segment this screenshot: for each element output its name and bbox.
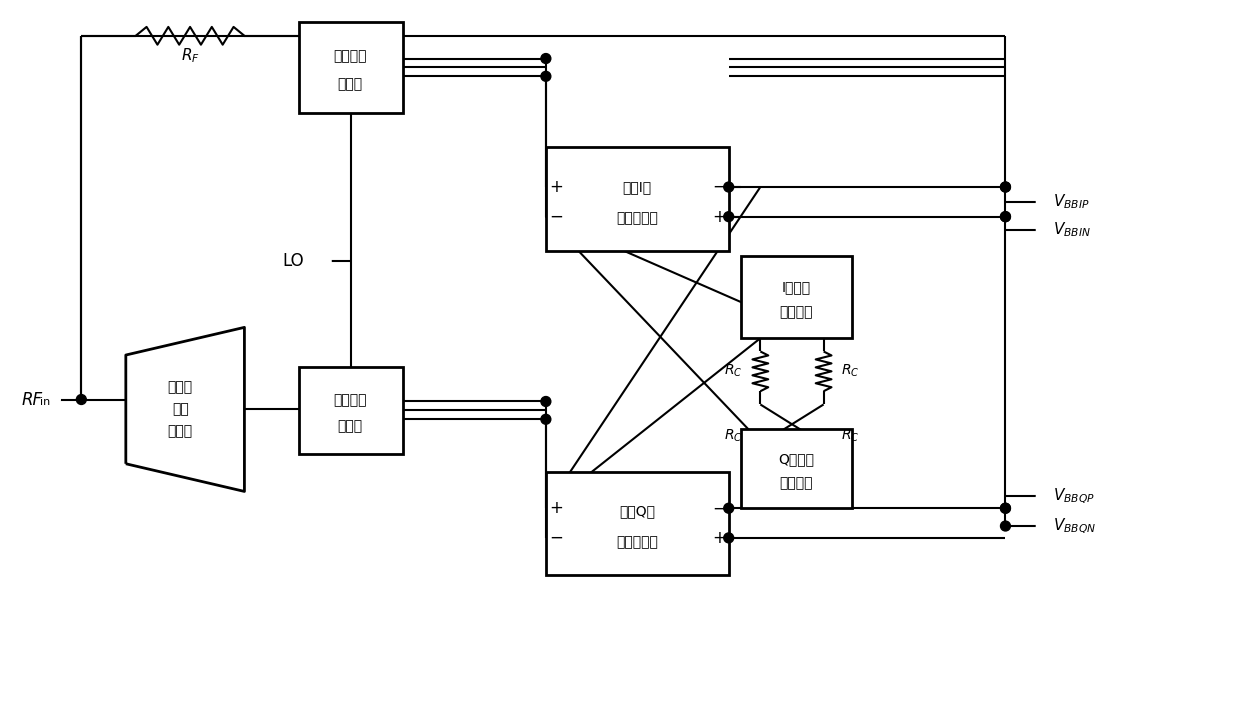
Text: $V_{BBIP}$: $V_{BBIP}$: [1053, 193, 1090, 211]
Text: +: +: [549, 178, 563, 196]
Text: −: −: [712, 178, 725, 196]
Text: $R_C$: $R_C$: [842, 428, 859, 445]
Text: +: +: [712, 208, 725, 226]
Text: $V_{BBQN}$: $V_{BBQN}$: [1053, 516, 1096, 536]
Circle shape: [724, 212, 734, 222]
Circle shape: [50, 395, 60, 405]
Text: 第二无源: 第二无源: [334, 49, 367, 64]
Circle shape: [724, 533, 734, 543]
Text: 低噪声: 低噪声: [167, 381, 192, 395]
Text: 放大器: 放大器: [167, 424, 192, 438]
Text: $R_F$: $R_F$: [181, 47, 200, 65]
Text: 混频器: 混频器: [337, 419, 363, 433]
Circle shape: [1001, 182, 1011, 192]
Text: $V_{BBIN}$: $V_{BBIN}$: [1053, 220, 1091, 239]
Circle shape: [1037, 520, 1049, 532]
Circle shape: [1001, 503, 1011, 513]
Circle shape: [1037, 223, 1049, 236]
Circle shape: [1001, 212, 1011, 222]
Circle shape: [1001, 182, 1011, 192]
Text: 跨导: 跨导: [172, 402, 188, 417]
Text: −: −: [549, 208, 563, 226]
Text: I路双刀: I路双刀: [781, 281, 811, 294]
Text: LO: LO: [281, 252, 304, 270]
Text: Q路双刀: Q路双刀: [777, 453, 813, 466]
Circle shape: [724, 503, 734, 513]
Circle shape: [724, 182, 734, 192]
Bar: [546, 147, 729, 251]
Circle shape: [1037, 196, 1049, 208]
Circle shape: [1001, 503, 1011, 513]
Text: +: +: [549, 499, 563, 517]
Text: $V_{BBQP}$: $V_{BBQP}$: [1053, 487, 1095, 506]
Text: $R_C$: $R_C$: [724, 362, 743, 379]
Circle shape: [77, 395, 87, 405]
Text: 第一无源: 第一无源: [334, 393, 367, 407]
Text: 双掷开关: 双掷开关: [779, 305, 812, 319]
Circle shape: [1037, 490, 1049, 503]
Text: 正交Q路: 正交Q路: [619, 504, 655, 518]
Circle shape: [1001, 212, 1011, 222]
Text: −: −: [712, 499, 725, 517]
Circle shape: [1001, 521, 1011, 531]
Circle shape: [541, 72, 551, 81]
Circle shape: [541, 415, 551, 424]
Text: 跨阻放大器: 跨阻放大器: [616, 536, 657, 549]
Text: −: −: [549, 529, 563, 547]
Text: RF: RF: [21, 390, 43, 409]
Circle shape: [541, 397, 551, 407]
Text: in: in: [41, 397, 51, 407]
Text: $R_C$: $R_C$: [724, 428, 743, 445]
Bar: [546, 472, 729, 576]
Circle shape: [541, 54, 551, 64]
Text: 双掷开关: 双掷开关: [779, 476, 812, 490]
Text: 正交I路: 正交I路: [622, 180, 651, 194]
Bar: [299, 367, 403, 454]
Text: 跨阻放大器: 跨阻放大器: [616, 211, 657, 225]
Bar: [740, 256, 852, 338]
Bar: [740, 429, 852, 508]
Bar: [299, 22, 403, 113]
Text: $R_C$: $R_C$: [842, 362, 859, 379]
Circle shape: [320, 256, 330, 266]
Text: +: +: [712, 529, 725, 547]
Text: 混频器: 混频器: [337, 77, 363, 91]
